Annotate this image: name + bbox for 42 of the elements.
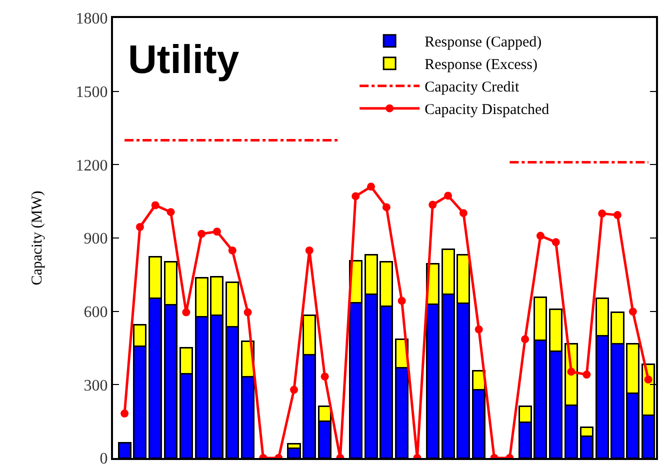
legend-label: Capacity Dispatched — [424, 102, 550, 118]
point — [628, 308, 637, 316]
point — [320, 372, 329, 381]
y-axis-title: Capacity (MW) — [30, 190, 46, 286]
legend-label: Response (Excess) — [424, 57, 538, 74]
point — [567, 368, 576, 376]
point — [598, 210, 606, 218]
point — [182, 308, 190, 316]
point — [228, 246, 236, 254]
point — [120, 410, 129, 418]
point — [582, 370, 591, 379]
point — [166, 208, 175, 216]
point — [244, 308, 252, 316]
legend-label: Response (Capped) — [424, 34, 542, 51]
y-tick-label: 900 — [84, 230, 108, 248]
point — [613, 211, 622, 220]
point — [290, 386, 298, 394]
point — [305, 246, 314, 254]
point — [521, 335, 530, 344]
y-tick-label: 1800 — [76, 10, 108, 28]
point — [644, 376, 652, 384]
point — [382, 203, 390, 212]
point — [398, 296, 406, 305]
point — [136, 223, 144, 231]
y-tick-label: 600 — [84, 304, 108, 321]
point — [212, 228, 221, 236]
legend-label: Capacity Credit — [424, 80, 520, 96]
point — [536, 232, 544, 240]
y-tick-label: 1200 — [76, 157, 108, 174]
point — [198, 230, 206, 238]
y-tick-label: 0 — [100, 450, 108, 468]
point — [552, 238, 560, 246]
point — [459, 209, 468, 218]
point — [352, 192, 360, 200]
y-tick-label: 1500 — [76, 84, 108, 101]
y-tick-label: 300 — [84, 377, 108, 394]
point — [151, 201, 160, 210]
point — [474, 325, 483, 334]
point — [428, 200, 437, 209]
point — [444, 192, 452, 200]
point — [367, 182, 376, 191]
text: Utility — [128, 38, 240, 82]
